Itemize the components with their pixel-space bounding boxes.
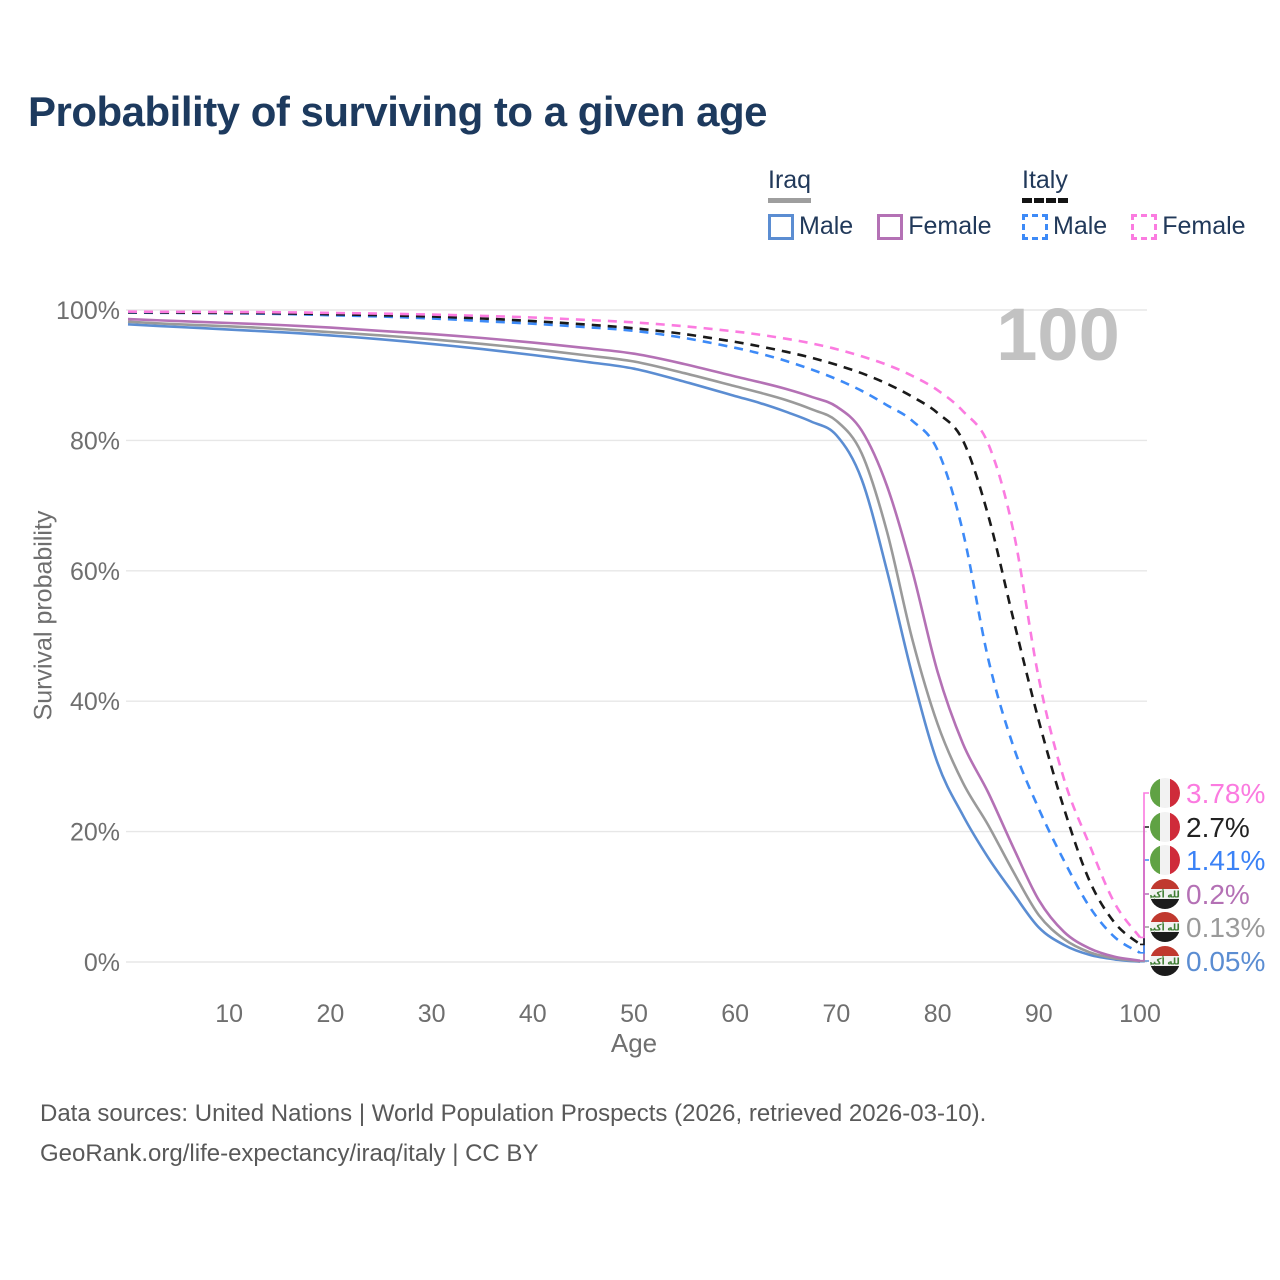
curve-italy-both[interactable] [127, 311, 1141, 946]
x-axis-title: Age [611, 1028, 657, 1058]
legend-item-iraq-male[interactable]: Male [768, 212, 853, 241]
iraq-flag-icon: الله أكبر [1146, 879, 1183, 909]
legend-label-iraq-female: Female [908, 212, 992, 240]
y-tick-label: 100% [56, 297, 120, 325]
y-tick-label: 60% [70, 558, 120, 586]
legend-swatch-italy-male [1022, 213, 1048, 240]
legend-swatch-iraq-female [877, 213, 904, 240]
legend-header-italy[interactable]: Italy [1022, 166, 1068, 203]
x-tick-label: 60 [721, 1000, 749, 1028]
x-tick-label: 30 [418, 1000, 446, 1028]
end-labels: الله أكبر 0.05%الله أكبر 0.13%الله أكبر 0.2… [1140, 778, 1265, 977]
x-tick-label: 90 [1025, 1000, 1053, 1028]
x-tick-label: 80 [924, 1000, 952, 1028]
curve-iraq-female[interactable] [127, 317, 1141, 962]
iraq-flag-icon: الله أكبر [1146, 912, 1183, 942]
legend-item-italy-male[interactable]: Male [1022, 212, 1107, 241]
footer-attribution: GeoRank.org/life-expectancy/iraq/italy |… [40, 1140, 539, 1167]
x-tick-label: 10 [215, 1000, 243, 1028]
x-tick-label: 50 [620, 1000, 648, 1028]
x-tick-label: 100 [1119, 1000, 1161, 1028]
legend-swatch-italy-female [1131, 213, 1158, 240]
svg-text:الله أكبر: الله أكبر [1146, 922, 1183, 934]
gridlines [126, 309, 1147, 963]
x-tick-label: 20 [316, 1000, 344, 1028]
legend-item-italy-female[interactable]: Female [1131, 212, 1246, 241]
legend-header-iraq[interactable]: Iraq [768, 166, 812, 203]
x-tick-label: 40 [519, 1000, 547, 1028]
legend-label-iraq-male: Male [799, 212, 854, 240]
end-value-label: 3.78% [1186, 778, 1265, 809]
age-watermark: 100 [996, 293, 1119, 376]
svg-text:الله أكبر: الله أكبر [1146, 956, 1183, 968]
legend-group-iraq: Iraq Male Female [768, 166, 1010, 241]
svg-text:الله أكبر: الله أكبر [1146, 889, 1183, 901]
italy-flag-icon [1150, 812, 1180, 842]
end-value-label: 0.13% [1186, 912, 1265, 943]
x-tick-label: 70 [822, 1000, 850, 1028]
y-axis-title: Survival probability [29, 510, 58, 721]
curve-iraq-both[interactable] [127, 320, 1141, 963]
legend-swatch-iraq-male [768, 213, 794, 240]
legend-label-italy-male: Male [1053, 212, 1108, 240]
chart-title: Probability of surviving to a given age [28, 88, 767, 135]
end-value-label: 0.05% [1186, 946, 1265, 977]
italy-flag-icon [1150, 778, 1180, 808]
leader-line [1140, 792, 1149, 939]
y-tick-label: 80% [70, 427, 120, 455]
legend-label-italy-female: Female [1162, 212, 1246, 240]
y-tick-label: 40% [70, 688, 120, 716]
curve-italy-female[interactable] [127, 310, 1142, 939]
end-value-label: 2.7% [1186, 812, 1250, 843]
end-value-label: 1.41% [1186, 845, 1265, 876]
italy-flag-icon [1150, 845, 1180, 875]
y-tick-label: 0% [84, 949, 120, 977]
legend-group-italy: Italy Male Female [1022, 166, 1264, 241]
y-tick-label: 20% [70, 819, 120, 847]
footer-sources: Data sources: United Nations | World Pop… [40, 1100, 987, 1127]
legend-item-iraq-female[interactable]: Female [877, 212, 992, 241]
end-value-label: 0.2% [1186, 879, 1250, 910]
iraq-flag-icon: الله أكبر [1146, 946, 1183, 976]
curve-iraq-male[interactable] [127, 323, 1141, 963]
